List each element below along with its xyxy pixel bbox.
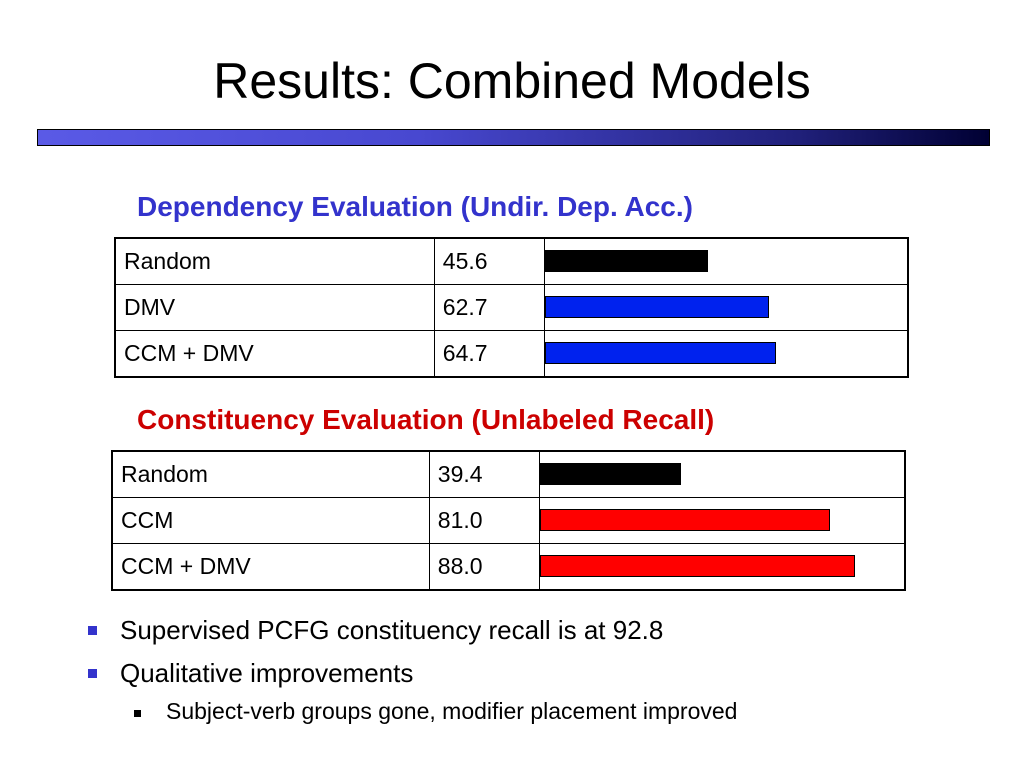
- square-bullet-icon: [134, 710, 141, 717]
- row-value: 39.4: [428, 450, 540, 498]
- constituency-table: Random 39.4 CCM 81.0 CCM + DMV 88.0: [111, 450, 906, 591]
- table-row: Random 39.4: [111, 450, 906, 498]
- row-label: CCM: [111, 497, 430, 544]
- dependency-table: Random 45.6 DMV 62.7 CCM + DMV 64.7: [114, 237, 909, 378]
- table-row: DMV 62.7: [114, 284, 909, 331]
- row-label: CCM + DMV: [111, 543, 430, 591]
- row-label: Random: [114, 237, 435, 285]
- title-divider-bar: [37, 129, 990, 146]
- list-item: Supervised PCFG constituency recall is a…: [88, 617, 737, 643]
- list-item: Qualitative improvements: [88, 660, 737, 686]
- row-value: 62.7: [433, 284, 545, 331]
- row-label: DMV: [114, 284, 435, 331]
- row-value: 88.0: [428, 543, 540, 591]
- square-bullet-icon: [88, 669, 97, 678]
- score-bar: [544, 250, 708, 272]
- constituency-heading: Constituency Evaluation (Unlabeled Recal…: [137, 404, 715, 435]
- table-row: CCM 81.0: [111, 497, 906, 544]
- row-value: 81.0: [428, 497, 540, 544]
- bullet-text: Supervised PCFG constituency recall is a…: [120, 615, 664, 645]
- score-bar: [539, 555, 855, 577]
- row-value: 64.7: [433, 330, 545, 378]
- dependency-heading: Dependency Evaluation (Undir. Dep. Acc.): [137, 191, 693, 222]
- table-row: Random 45.6: [114, 237, 909, 285]
- square-bullet-icon: [88, 626, 97, 635]
- bullet-list: Supervised PCFG constituency recall is a…: [88, 617, 737, 723]
- sub-bullet-text: Subject-verb groups gone, modifier place…: [166, 698, 738, 724]
- row-label: CCM + DMV: [114, 330, 435, 378]
- score-bar: [544, 296, 770, 318]
- bullet-text: Qualitative improvements: [120, 658, 414, 688]
- table-row: CCM + DMV 88.0: [111, 543, 906, 591]
- slide-title: Results: Combined Models: [213, 53, 811, 109]
- sub-list-item: Subject-verb groups gone, modifier place…: [88, 700, 737, 723]
- table-row: CCM + DMV 64.7: [114, 330, 909, 378]
- score-bar: [544, 342, 777, 364]
- row-value: 45.6: [433, 237, 545, 285]
- score-bar: [539, 463, 681, 485]
- score-bar: [539, 509, 830, 531]
- row-label: Random: [111, 450, 430, 498]
